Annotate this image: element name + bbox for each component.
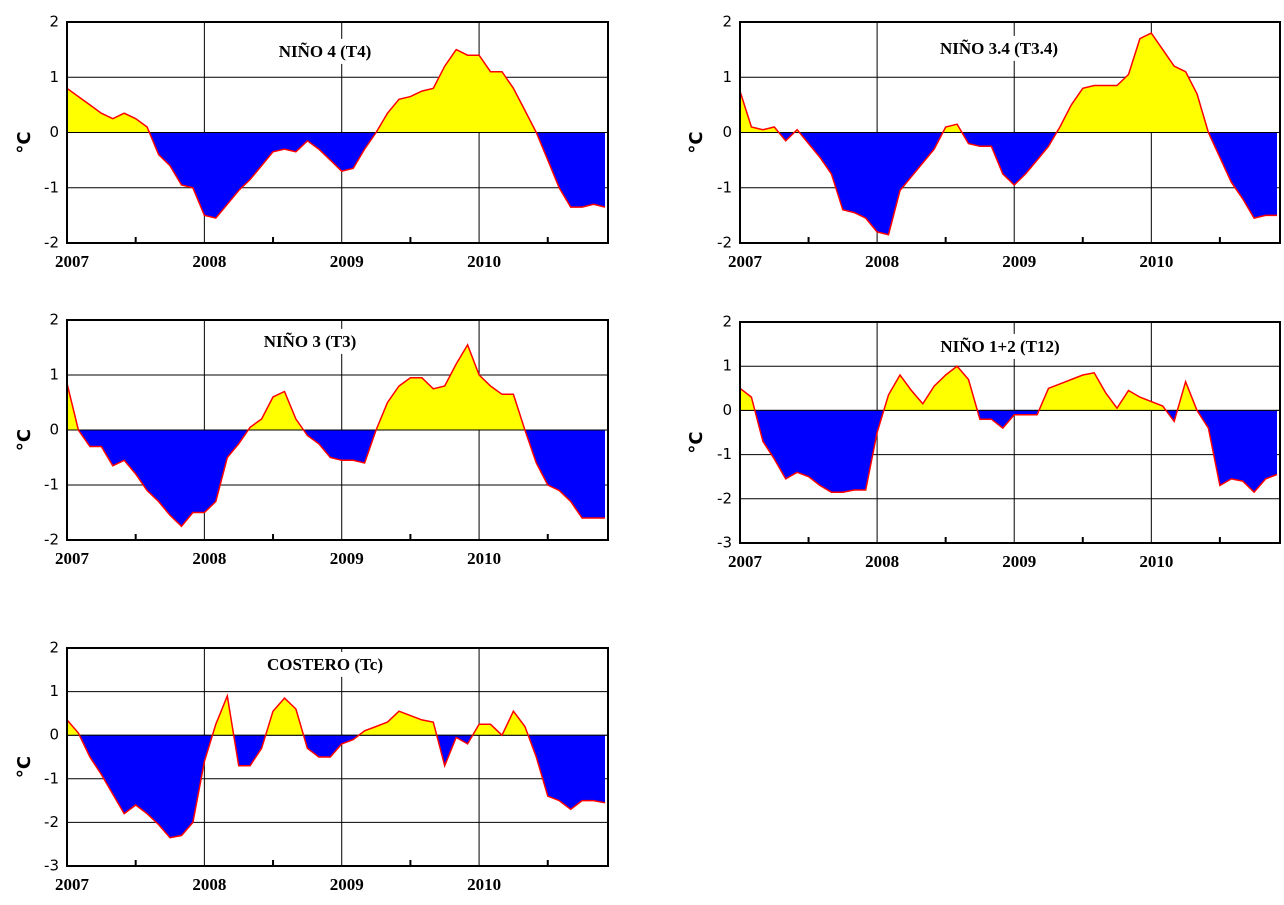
title-box [255, 328, 365, 354]
anomaly-line [66, 693, 606, 839]
anomaly-line [66, 48, 606, 219]
x-tick-label: 2008 [192, 252, 226, 271]
panel-title: COSTERO (Tc) [267, 655, 383, 674]
x-tick-label: 2007 [55, 252, 90, 271]
y-tick-label: 1 [49, 366, 59, 384]
panel-title: NIÑO 3 (T3) [264, 332, 357, 351]
panel: -2 -1 0 1 2 2007 2008 2009 2010 NIÑO 3 (T3) °C [14, 311, 609, 568]
y-tick-label: 0 [49, 123, 59, 141]
y-tick-label: -3 [44, 857, 59, 875]
y-tick-label: 2 [722, 13, 732, 31]
y-tick-label: -2 [44, 813, 59, 831]
positive-area [740, 33, 1277, 133]
title-box [931, 35, 1067, 61]
x-tick-label: 2009 [1002, 552, 1036, 571]
panel-title: NIÑO 4 (T4) [279, 42, 372, 61]
y-tick-label: -2 [717, 234, 732, 252]
x-tick-label: 2010 [1139, 252, 1173, 271]
x-tick-label: 2008 [865, 252, 899, 271]
y-tick-label: 1 [49, 68, 59, 86]
y-tick-label: 1 [49, 682, 59, 700]
y-axis-label: °C [14, 756, 35, 778]
y-tick-label: 0 [49, 726, 59, 744]
x-tick-label: 2009 [330, 875, 364, 894]
title-box [270, 38, 380, 64]
negative-area [67, 430, 605, 527]
negative-area [740, 132, 1277, 235]
x-tick-label: 2007 [55, 875, 90, 894]
y-tick-label: 2 [49, 13, 59, 31]
plot-frame [66, 319, 609, 541]
plot-frame [739, 321, 1281, 544]
x-tick-label: 2009 [1002, 252, 1036, 271]
panel-title: NIÑO 3.4 (T3.4) [940, 39, 1058, 58]
anomaly-line [66, 343, 605, 528]
positive-area [67, 49, 605, 133]
y-tick-label: -2 [717, 489, 732, 507]
y-tick-label: 2 [49, 639, 59, 657]
y-tick-label: -1 [717, 445, 732, 463]
x-tick-label: 2010 [467, 252, 501, 271]
positive-area [67, 344, 605, 430]
negative-area [740, 410, 1277, 493]
x-tick-label: 2008 [865, 552, 899, 571]
x-tick-label: 2009 [330, 549, 364, 568]
title-box [258, 651, 392, 677]
y-tick-label: 2 [49, 311, 59, 329]
y-axis-label: °C [686, 131, 707, 153]
y-tick-label: -2 [44, 531, 59, 549]
y-tick-label: -1 [44, 769, 59, 787]
y-axis-label: °C [14, 131, 35, 153]
plot-frame [66, 647, 609, 867]
y-tick-label: 0 [49, 421, 59, 439]
anomaly-line [739, 32, 1277, 236]
panel: -3 -2 -1 0 1 2 2007 2008 2009 2010 NIÑO 1+2 (T12) °… [686, 313, 1281, 571]
title-box [932, 333, 1068, 359]
negative-area [67, 132, 605, 219]
plot-frame [739, 21, 1281, 244]
y-tick-label: 1 [722, 68, 732, 86]
y-tick-label: -2 [44, 234, 59, 252]
panel: -2 -1 0 1 2 2007 2008 2009 2010 NIÑO 4 (T4) °C [14, 13, 609, 271]
x-tick-label: 2009 [330, 252, 364, 271]
negative-area [79, 735, 605, 838]
y-axis-label: °C [14, 429, 35, 451]
x-tick-label: 2010 [1139, 552, 1173, 571]
y-tick-label: 2 [722, 313, 732, 331]
x-tick-label: 2007 [55, 549, 90, 568]
panel: -2 -1 0 1 2 2007 2008 2009 2010 NIÑO 3.4 (T3.4) °C [686, 13, 1281, 271]
y-tick-label: 0 [722, 123, 732, 141]
x-tick-label: 2010 [467, 549, 501, 568]
x-tick-label: 2007 [728, 252, 763, 271]
y-tick-label: -1 [44, 476, 59, 494]
y-tick-label: -1 [44, 178, 59, 196]
plot-frame [66, 21, 609, 244]
panel: -3 -2 -1 0 1 2 2007 2008 2009 2010 COSTERO (Tc) °C [14, 639, 609, 894]
y-tick-label: -3 [717, 534, 732, 552]
y-tick-label: -1 [717, 178, 732, 196]
panel-title: NIÑO 1+2 (T12) [940, 337, 1059, 356]
positive-area [740, 366, 1277, 411]
x-tick-label: 2008 [192, 875, 226, 894]
x-tick-label: 2007 [728, 552, 763, 571]
x-tick-label: 2008 [192, 549, 226, 568]
y-tick-label: 1 [722, 357, 732, 375]
y-tick-label: 0 [722, 401, 732, 419]
anomaly-line [739, 365, 1278, 494]
x-tick-label: 2010 [467, 875, 501, 894]
y-axis-label: °C [686, 431, 707, 453]
